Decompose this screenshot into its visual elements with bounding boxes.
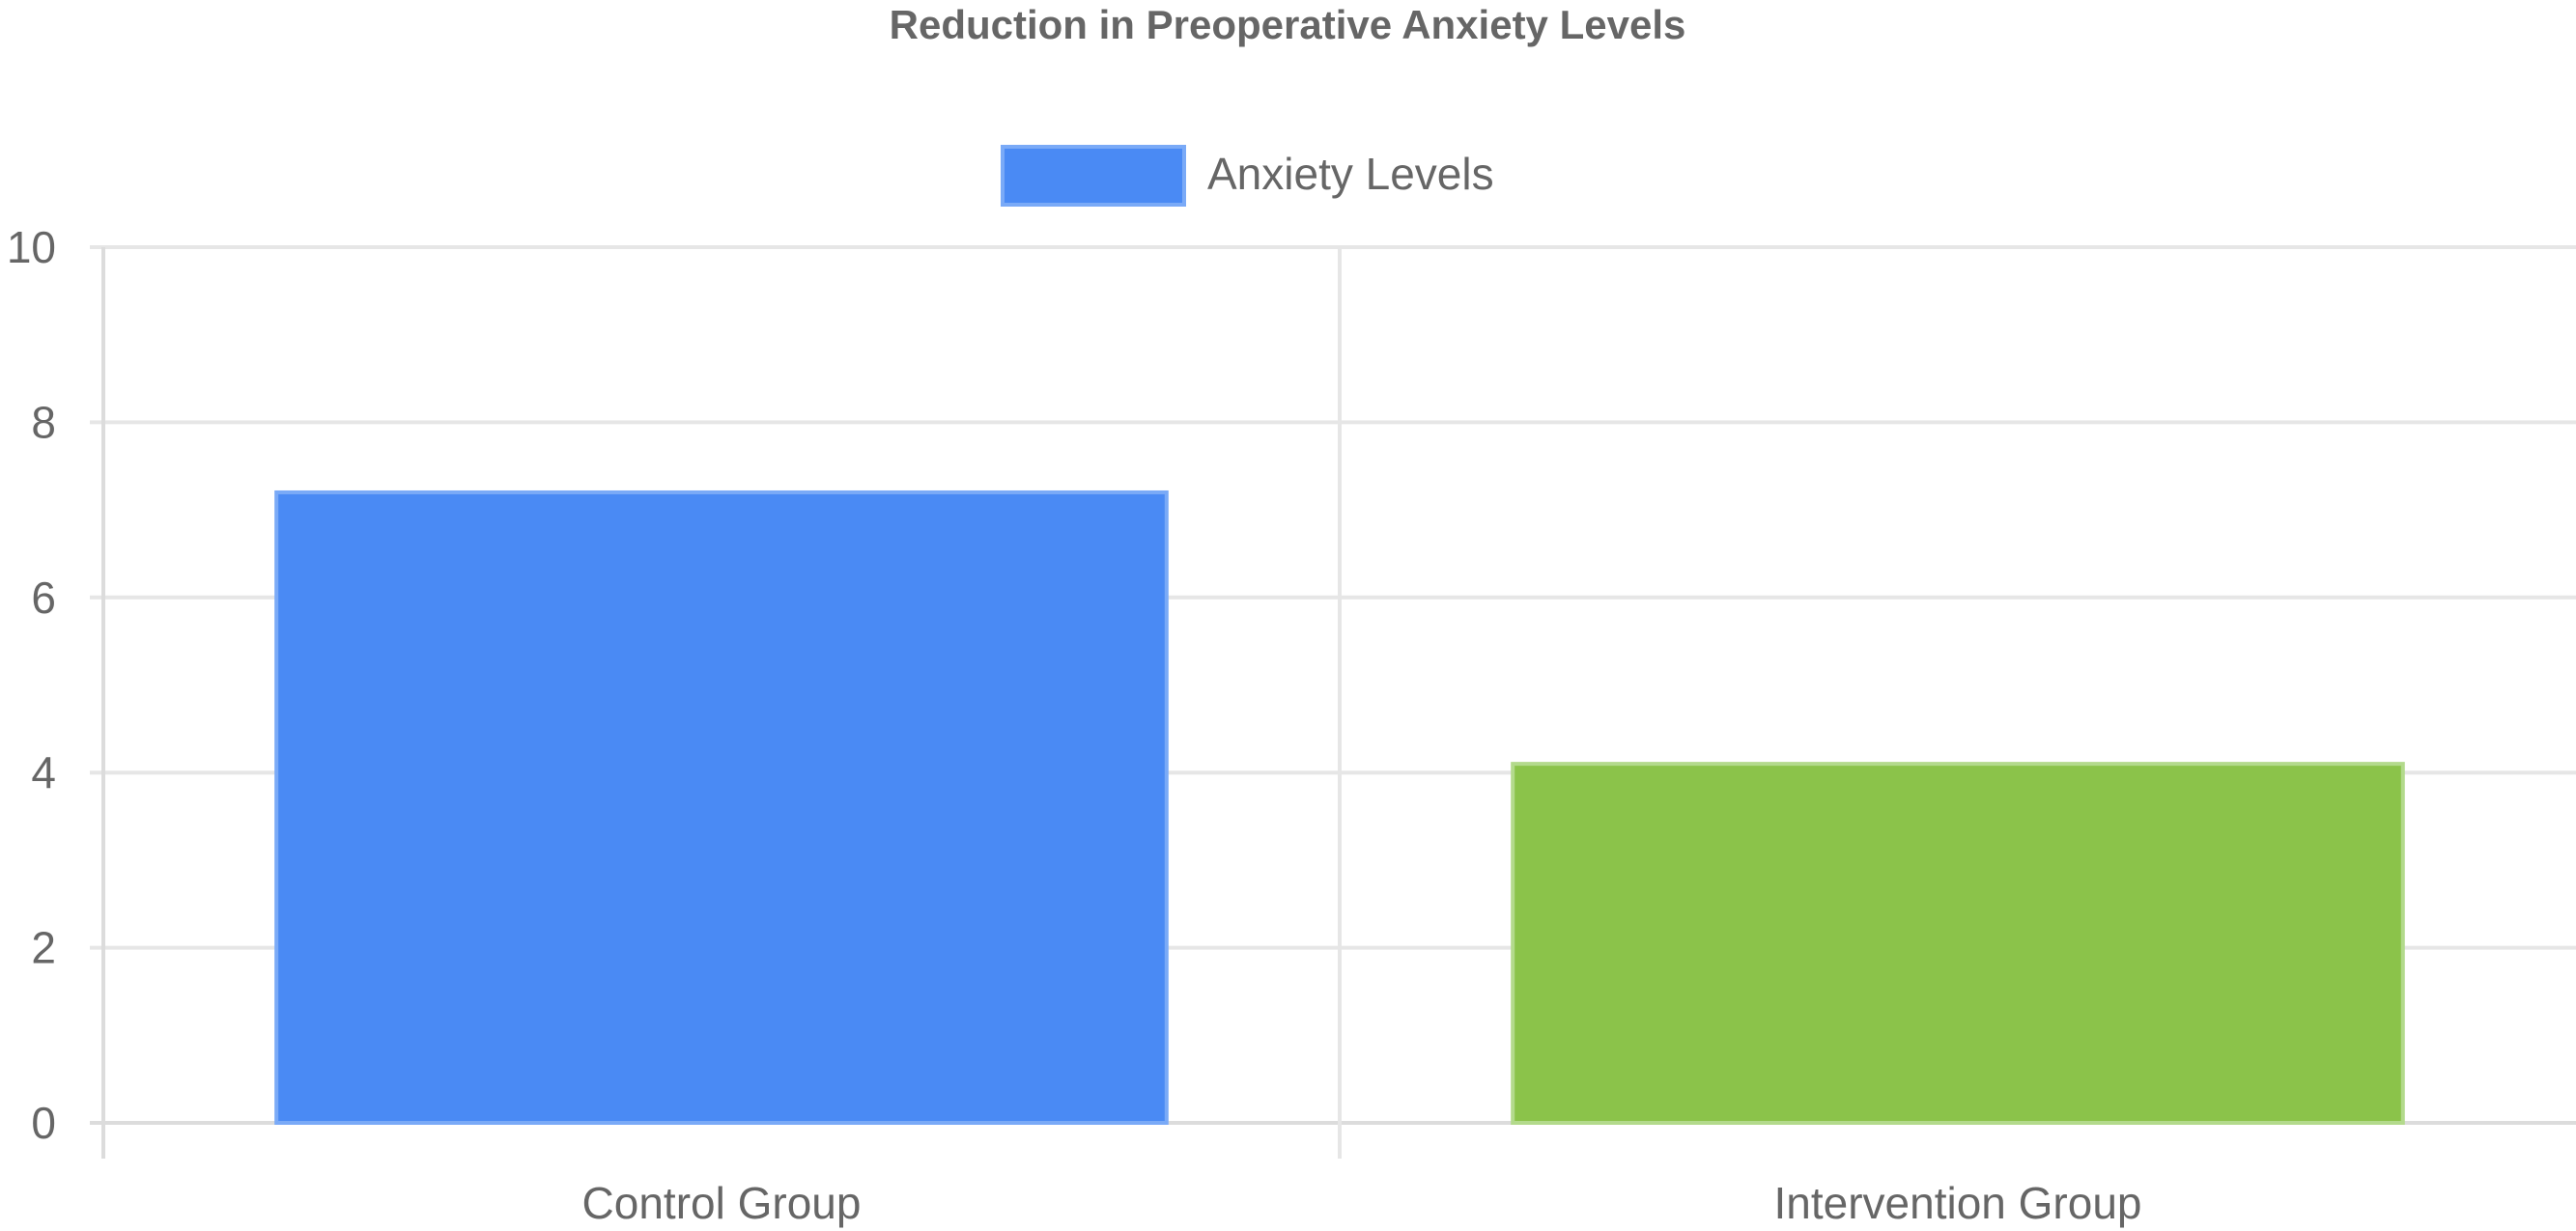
x-tick-label: Intervention Group <box>1773 1178 2141 1228</box>
y-tick-label: 10 <box>7 222 56 272</box>
legend-label: Anxiety Levels <box>1207 149 1494 199</box>
y-tick-label: 8 <box>31 397 56 447</box>
chart-title: Reduction in Preoperative Anxiety Levels <box>890 2 1686 47</box>
y-tick-label: 0 <box>31 1098 56 1148</box>
y-axis-ticks: 0 2 4 6 8 10 <box>7 222 56 1148</box>
y-tick-label: 4 <box>31 747 56 797</box>
legend[interactable]: Anxiety Levels <box>1001 145 1494 207</box>
x-tick-label: Control Group <box>582 1178 862 1228</box>
y-tick-label: 6 <box>31 573 56 623</box>
bar-intervention-group[interactable] <box>1511 762 2405 1125</box>
x-axis-labels: Control Group Intervention Group <box>582 1178 2142 1228</box>
y-tick-label: 2 <box>31 923 56 973</box>
bars <box>274 490 2405 1125</box>
bar-control-group[interactable] <box>274 490 1169 1125</box>
legend-swatch <box>1001 145 1186 207</box>
